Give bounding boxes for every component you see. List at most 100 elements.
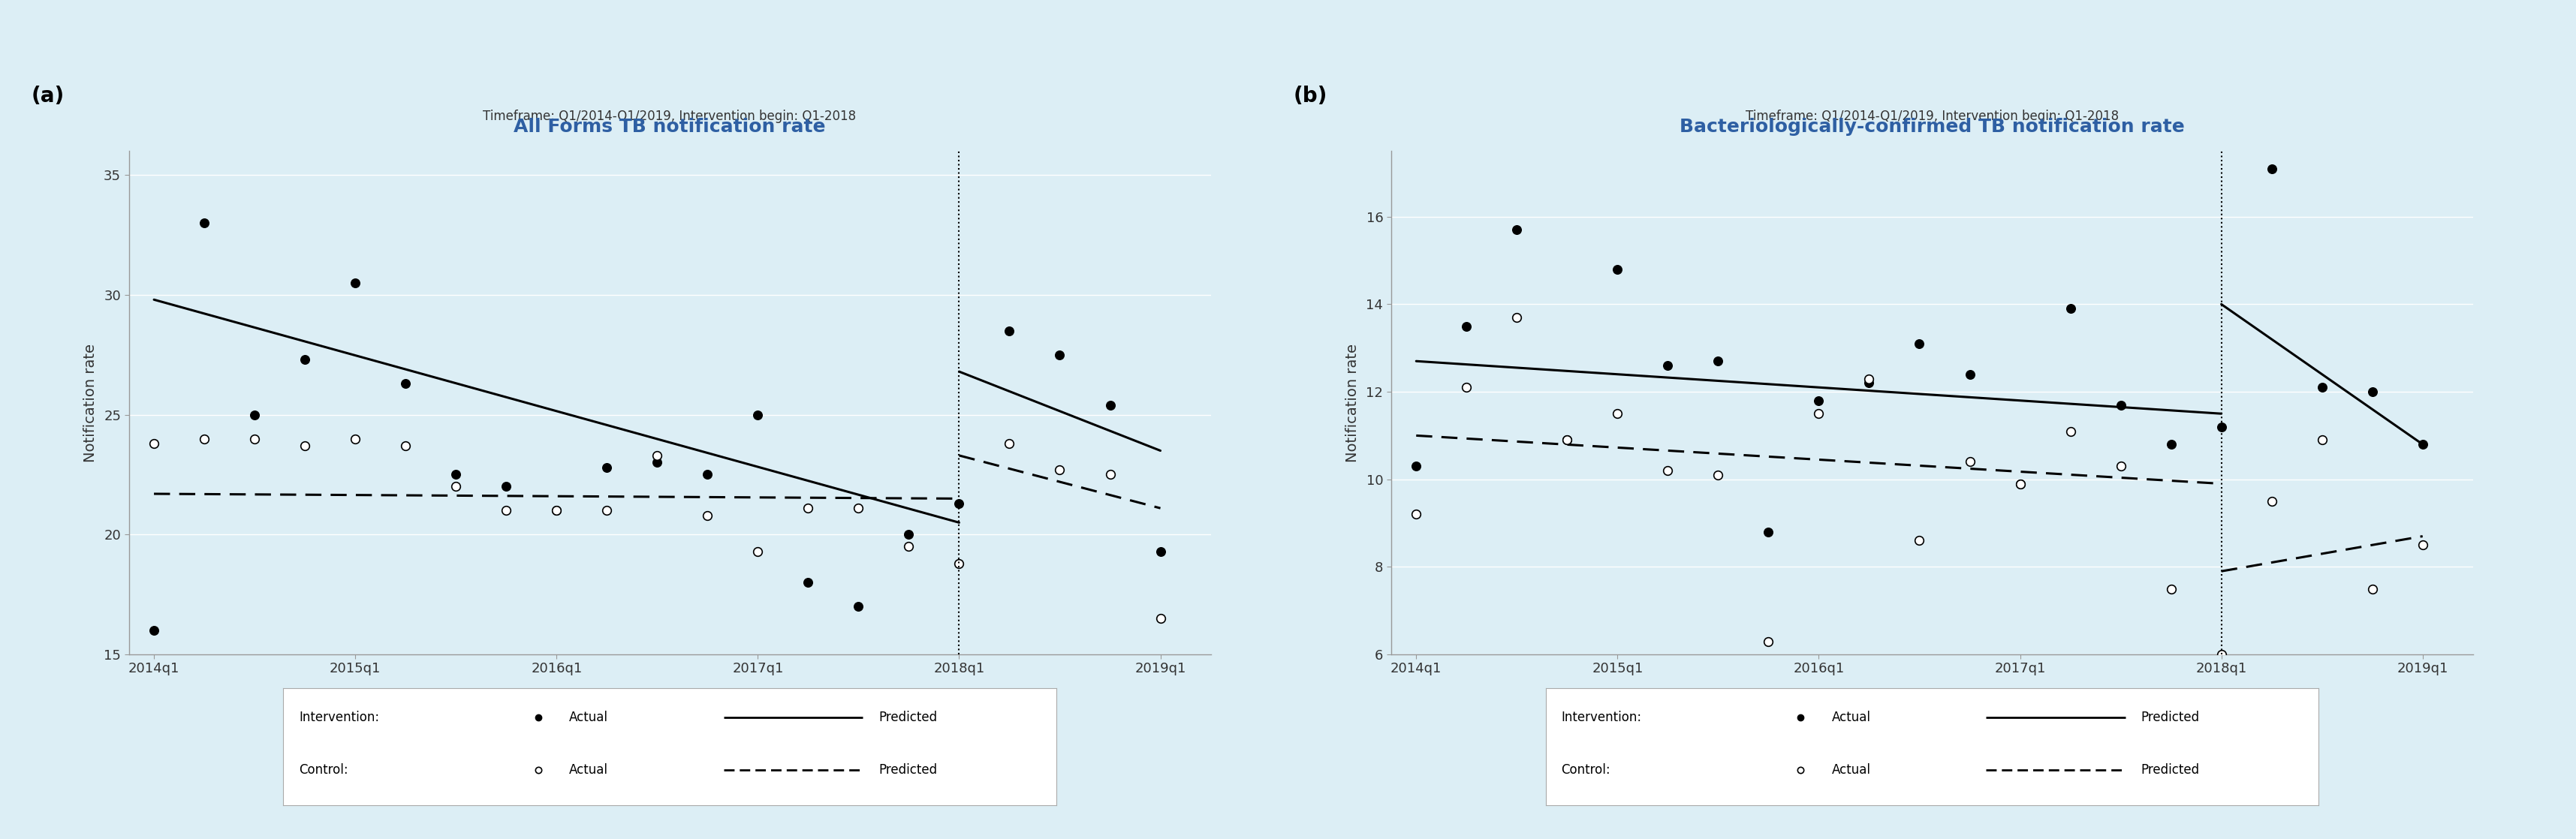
Point xyxy=(1546,433,1587,446)
Point xyxy=(938,497,979,510)
Point xyxy=(636,449,677,462)
Point xyxy=(2200,420,2241,434)
Point xyxy=(737,408,778,421)
Point xyxy=(2200,648,2241,661)
Text: (a): (a) xyxy=(31,86,64,107)
Text: Timeframe: Q1/2014-Q1/2019, Intervention begin: Q1-2018: Timeframe: Q1/2014-Q1/2019, Intervention… xyxy=(1747,110,2117,123)
Point xyxy=(536,504,577,518)
Point xyxy=(938,556,979,570)
Point xyxy=(1396,508,1437,521)
Point xyxy=(435,468,477,482)
Point xyxy=(1950,367,1991,381)
Point xyxy=(2050,302,2092,315)
Point xyxy=(183,216,224,230)
Text: Timeframe: Q1/2014-Q1/2019, Intervention begin: Q1-2018: Timeframe: Q1/2014-Q1/2019, Intervention… xyxy=(484,110,855,123)
Point xyxy=(487,480,528,493)
Point xyxy=(1139,545,1180,558)
Point xyxy=(1646,464,1687,477)
Point xyxy=(1698,354,1739,367)
Point xyxy=(2352,385,2393,399)
Point xyxy=(737,545,778,558)
Text: Intervention:: Intervention: xyxy=(299,711,379,724)
Point xyxy=(1139,612,1180,625)
Point xyxy=(2251,494,2293,508)
Y-axis label: Notification rate: Notification rate xyxy=(1345,343,1360,462)
Point xyxy=(1999,477,2040,491)
Point xyxy=(688,468,729,482)
Point xyxy=(837,502,878,515)
Point xyxy=(1597,407,1638,420)
Point xyxy=(1038,463,1079,477)
Point xyxy=(587,461,629,474)
Point xyxy=(2050,425,2092,438)
Point xyxy=(989,324,1030,337)
Point xyxy=(2251,162,2293,175)
Point xyxy=(1749,634,1790,648)
Point xyxy=(1646,359,1687,373)
Point xyxy=(2401,438,2442,451)
Point xyxy=(1698,468,1739,482)
Point xyxy=(2401,539,2442,552)
Text: Predicted: Predicted xyxy=(2141,711,2200,724)
Point xyxy=(2099,399,2141,412)
Point xyxy=(2151,438,2192,451)
Point xyxy=(889,528,930,541)
Point xyxy=(283,439,325,452)
Text: Control:: Control: xyxy=(1561,763,1610,777)
Point xyxy=(487,504,528,518)
Point xyxy=(1497,223,1538,237)
Title: All Forms TB notification rate: All Forms TB notification rate xyxy=(513,118,827,136)
Point xyxy=(1950,455,1991,468)
Point xyxy=(234,432,276,446)
Text: Control:: Control: xyxy=(299,763,348,777)
Point xyxy=(384,377,425,390)
Point xyxy=(587,504,629,518)
Point xyxy=(1850,377,1891,390)
Point xyxy=(889,539,930,553)
Point xyxy=(1798,407,1839,420)
Point xyxy=(335,432,376,446)
Point xyxy=(335,276,376,289)
Text: Actual: Actual xyxy=(1832,763,1870,777)
Point xyxy=(1038,348,1079,362)
Point xyxy=(788,576,829,589)
Text: Actual: Actual xyxy=(569,763,608,777)
Point xyxy=(183,432,224,446)
Point xyxy=(688,508,729,522)
Point xyxy=(1749,525,1790,539)
Text: Predicted: Predicted xyxy=(2141,763,2200,777)
Point xyxy=(989,437,1030,451)
Point xyxy=(1090,399,1131,412)
Text: (b): (b) xyxy=(1293,86,1327,107)
Text: Predicted: Predicted xyxy=(878,763,938,777)
Text: Actual: Actual xyxy=(569,711,608,724)
Point xyxy=(134,437,175,451)
Point xyxy=(636,456,677,469)
Point xyxy=(2300,381,2342,394)
Point xyxy=(435,480,477,493)
Title: Bacteriologically-confirmed TB notification rate: Bacteriologically-confirmed TB notificat… xyxy=(1680,118,2184,136)
Point xyxy=(384,439,425,452)
Point xyxy=(788,502,829,515)
Point xyxy=(1798,393,1839,407)
Point xyxy=(134,623,175,637)
Text: Actual: Actual xyxy=(1832,711,1870,724)
Point xyxy=(2099,460,2141,473)
Point xyxy=(2300,433,2342,446)
Point xyxy=(2151,582,2192,596)
Point xyxy=(234,408,276,421)
Point xyxy=(837,600,878,613)
Point xyxy=(1497,310,1538,324)
Text: Intervention:: Intervention: xyxy=(1561,711,1641,724)
Point xyxy=(2352,582,2393,596)
Point xyxy=(1546,433,1587,446)
Point xyxy=(1597,263,1638,276)
Y-axis label: Notification rate: Notification rate xyxy=(82,343,98,462)
Point xyxy=(1445,320,1486,333)
Text: Predicted: Predicted xyxy=(878,711,938,724)
Point xyxy=(1850,372,1891,385)
Point xyxy=(1445,381,1486,394)
Point xyxy=(1396,460,1437,473)
Point xyxy=(1090,468,1131,482)
Point xyxy=(1999,477,2040,491)
